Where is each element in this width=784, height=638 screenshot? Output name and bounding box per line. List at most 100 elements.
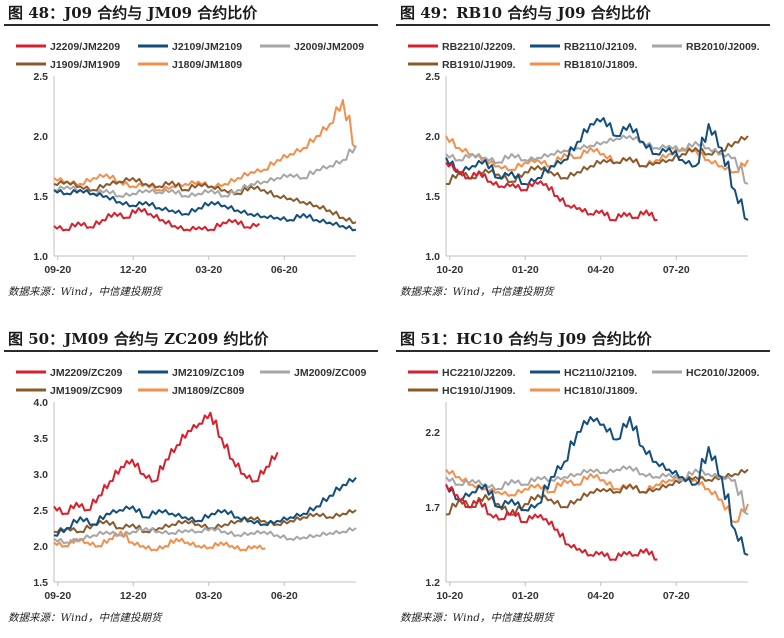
x-tick-label: 04-20 [587,264,614,276]
series-line [445,416,749,556]
title-divider [396,350,770,352]
legend-item: HC2010/J2009. [652,367,760,379]
legend-item: HC2110/J2109. [530,367,637,379]
series-line [53,530,266,552]
line-chart: HC2210/J2209. HC2110/J2109. HC2010/J2009. H… [408,367,760,602]
legend-item: RB1910/J1909. [408,59,516,71]
legend-label: RB2210/J2209. [442,41,516,53]
legend-item: JM1809/ZC809 [138,385,245,397]
x-tick-label: 06-20 [271,264,298,276]
legend-label: J2009/JM2009 [294,41,364,53]
legend-label: HC2210/J2209. [442,367,516,379]
legend-item: HC2210/J2209. [408,367,516,379]
legend-label: J2209/JM2209 [50,41,120,53]
chart-title: 图 51：HC10 合约与 J09 合约比价 [400,330,652,348]
series-line [53,509,357,534]
legend-label: J2109/JM2109 [172,41,242,53]
legend-label: HC2010/J2009. [686,367,760,379]
source-note: 数据来源：Wind，中信建投期货 [8,286,162,298]
y-tick-label: 2.5 [425,71,440,83]
x-tick-label: 01-20 [512,590,539,602]
chart-title: 图 48：J09 合约与 JM09 合约比价 [8,4,258,22]
legend-label: RB1910/J1909. [442,59,516,71]
legend-item: RB2210/J2209. [408,41,516,53]
chart-panel-51: 图 51：HC10 合约与 J09 合约比价 HC2210/J2209. HC21… [396,326,770,636]
legend-item: J2009/JM2009 [260,41,364,53]
y-tick-label: 1.0 [33,251,48,263]
x-tick-label: 07-20 [663,264,690,276]
series-line [53,145,357,198]
legend-item: RB2010/J2009. [652,41,760,53]
y-tick-label: 4.0 [33,397,48,409]
x-tick-label: 01-20 [512,264,539,276]
y-tick-label: 2.0 [33,541,48,553]
chart-panel-50: 图 50：JM09 合约与 ZC209 约比价 JM2209/ZC209 JM21… [4,326,378,636]
line-chart: J2209/JM2209 J2109/JM2109 J2009/JM2009 J190… [16,41,364,276]
x-tick-label: 10-20 [436,590,463,602]
series-line [53,189,357,232]
x-tick-label: 07-20 [663,590,690,602]
legend-label: J1809/JM1809 [172,59,242,71]
source-note: 数据来源：Wind，中信建投期货 [400,286,554,298]
chart-panel-48: 图 48：J09 合约与 JM09 合约比价 J2209/JM2209 J2109… [4,0,378,310]
legend-item: J1909/JM1909 [16,59,120,71]
y-tick-label: 3.5 [33,433,48,445]
series-line [445,161,658,222]
line-chart: RB2210/J2209. RB2110/J2109. RB2010/J2009. R… [408,41,760,276]
y-tick-label: 2.5 [33,71,48,83]
series-line [445,484,658,561]
series-line [445,468,749,516]
y-tick-label: 1.0 [425,251,440,263]
legend-item: RB2110/J2109. [530,41,637,53]
y-tick-label: 3.0 [33,469,48,481]
legend-label: J1909/JM1909 [50,59,120,71]
line-chart: JM2209/ZC209 JM2109/ZC109 JM2009/ZC009 JM19… [16,367,367,602]
series-line [445,117,749,221]
legend-item: JM2009/ZC009 [260,367,367,379]
chart-title: 图 50：JM09 合约与 ZC209 约比价 [8,330,269,348]
y-tick-label: 2.0 [33,131,48,143]
series-line [53,177,357,225]
title-divider [4,24,378,26]
source-note: 数据来源：Wind，中信建投期货 [400,612,554,624]
legend-item: JM2209/ZC209 [16,367,123,379]
legend-label: RB1810/J1809. [564,59,638,71]
legend-item: J2209/JM2209 [16,41,120,53]
legend-label: RB2010/J2009. [686,41,760,53]
series-line [53,99,357,192]
legend-item: HC1910/J1909. [408,385,516,397]
legend-item: J2109/JM2109 [138,41,242,53]
x-tick-label: 04-20 [587,590,614,602]
y-tick-label: 2.0 [425,131,440,143]
series-line [445,134,749,185]
legend-label: JM1909/ZC909 [50,385,123,397]
y-tick-label: 1.5 [425,191,440,203]
legend-item: RB1810/J1809. [530,59,638,71]
x-tick-label: 10-20 [436,264,463,276]
chart-panel-49: 图 49：RB10 合约与 J09 合约比价 RB2210/J2209. RB21… [396,0,770,310]
series-line [445,465,749,516]
legend-label: JM2109/ZC109 [172,367,245,379]
series-line [445,135,749,174]
legend-item: J1809/JM1809 [138,59,242,71]
y-tick-label: 1.5 [33,577,48,589]
y-tick-label: 2.5 [33,505,48,517]
y-tick-label: 1.5 [33,191,48,203]
series-line [446,135,749,185]
series-line [53,527,357,545]
legend-label: JM1809/ZC809 [172,385,245,397]
x-tick-label: 12-20 [120,590,147,602]
series-line [53,476,357,537]
x-tick-label: 09-20 [44,264,71,276]
legend-label: JM2209/ZC209 [50,367,123,379]
source-note: 数据来源：Wind，中信建投期货 [8,612,162,624]
legend-label: RB2110/J2109. [564,41,637,53]
series-line [53,207,261,232]
x-tick-label: 03-20 [195,264,222,276]
x-tick-label: 03-20 [195,590,222,602]
x-tick-label: 06-20 [271,590,298,602]
legend-label: JM2009/ZC009 [294,367,367,379]
title-divider [396,24,770,26]
series-line [53,411,279,516]
x-tick-label: 09-20 [44,590,71,602]
